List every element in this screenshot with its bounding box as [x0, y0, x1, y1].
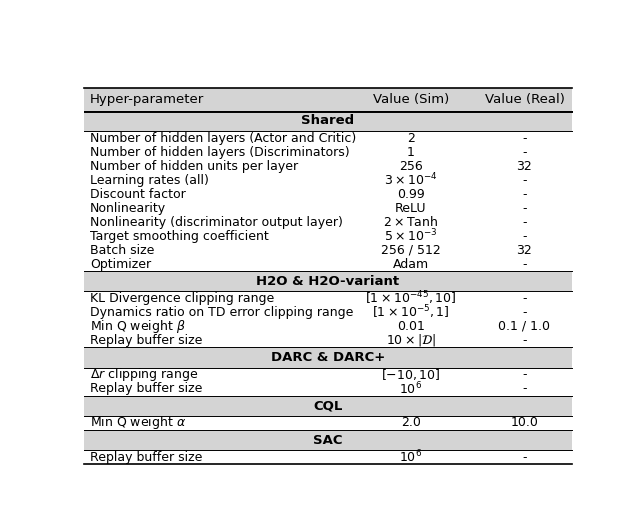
Text: Nonlinearity (discriminator output layer): Nonlinearity (discriminator output layer…: [90, 216, 343, 229]
Bar: [84, 382, 572, 396]
Text: Number of hidden layers (Discriminators): Number of hidden layers (Discriminators): [90, 145, 349, 159]
Bar: [84, 187, 572, 201]
Bar: [84, 319, 572, 333]
Bar: [84, 243, 572, 257]
Bar: [84, 450, 572, 464]
Text: Min Q weight $\beta$: Min Q weight $\beta$: [90, 318, 186, 335]
Text: 256: 256: [399, 160, 423, 172]
Text: -: -: [522, 188, 527, 201]
Bar: [84, 271, 572, 291]
Text: Replay buffer size: Replay buffer size: [90, 451, 202, 464]
Text: $2\times$Tanh: $2\times$Tanh: [383, 215, 438, 229]
Text: $5 \times 10^{-3}$: $5 \times 10^{-3}$: [384, 228, 438, 245]
Text: -: -: [522, 173, 527, 187]
Bar: [84, 229, 572, 243]
Text: -: -: [522, 230, 527, 242]
Text: Min Q weight $\alpha$: Min Q weight $\alpha$: [90, 414, 186, 432]
Text: 0.01: 0.01: [397, 320, 425, 333]
Bar: [84, 201, 572, 215]
Bar: [84, 368, 572, 382]
Text: $10^6$: $10^6$: [399, 380, 422, 397]
Bar: [84, 396, 572, 416]
Text: $[1 \times 10^{-45}, 10]$: $[1 \times 10^{-45}, 10]$: [365, 289, 456, 307]
Text: $10^6$: $10^6$: [399, 449, 422, 465]
Text: Replay buffer size: Replay buffer size: [90, 334, 202, 347]
Text: -: -: [522, 216, 527, 229]
Text: H2O & H2O-variant: H2O & H2O-variant: [257, 275, 399, 288]
Bar: [84, 173, 572, 187]
Text: ReLU: ReLU: [396, 201, 427, 214]
Text: DARC & DARC+: DARC & DARC+: [271, 351, 385, 364]
Text: Nonlinearity: Nonlinearity: [90, 201, 166, 214]
Text: $[-10, 10]$: $[-10, 10]$: [381, 367, 441, 382]
Bar: [84, 333, 572, 347]
Text: -: -: [522, 292, 527, 305]
Bar: [84, 111, 572, 131]
Text: 32: 32: [516, 243, 532, 257]
Text: -: -: [522, 368, 527, 381]
Text: 10.0: 10.0: [511, 416, 538, 430]
Bar: [84, 89, 572, 111]
Text: 32: 32: [516, 160, 532, 172]
Text: $3 \times 10^{-4}$: $3 \times 10^{-4}$: [384, 172, 438, 188]
Text: -: -: [522, 258, 527, 270]
Text: -: -: [522, 201, 527, 214]
Bar: [84, 159, 572, 173]
Text: Dynamics ratio on TD error clipping range: Dynamics ratio on TD error clipping rang…: [90, 306, 353, 319]
Bar: [84, 215, 572, 229]
Text: Learning rates (all): Learning rates (all): [90, 173, 209, 187]
Text: $\Delta r$ clipping range: $\Delta r$ clipping range: [90, 366, 198, 383]
Bar: [84, 305, 572, 319]
Text: Value (Sim): Value (Sim): [373, 93, 449, 106]
Text: Optimizer: Optimizer: [90, 258, 151, 270]
Text: Number of hidden layers (Actor and Critic): Number of hidden layers (Actor and Criti…: [90, 132, 356, 144]
Bar: [84, 416, 572, 430]
Text: Shared: Shared: [301, 114, 355, 128]
Bar: [84, 430, 572, 450]
Text: Replay buffer size: Replay buffer size: [90, 382, 202, 395]
Text: Value (Real): Value (Real): [484, 93, 564, 106]
Text: -: -: [522, 132, 527, 144]
Bar: [84, 257, 572, 271]
Text: Number of hidden units per layer: Number of hidden units per layer: [90, 160, 298, 172]
Text: 2.0: 2.0: [401, 416, 421, 430]
Text: -: -: [522, 306, 527, 319]
Text: -: -: [522, 145, 527, 159]
Text: $10 \times |\mathcal{D}|$: $10 \times |\mathcal{D}|$: [386, 333, 436, 348]
Text: -: -: [522, 451, 527, 464]
Text: CQL: CQL: [314, 399, 342, 412]
Text: SAC: SAC: [313, 434, 343, 446]
Text: $[1 \times 10^{-5}, 1]$: $[1 \times 10^{-5}, 1]$: [372, 304, 450, 321]
Text: Target smoothing coefficient: Target smoothing coefficient: [90, 230, 269, 242]
Text: Discount factor: Discount factor: [90, 188, 186, 201]
Text: -: -: [522, 382, 527, 395]
Bar: [84, 131, 572, 145]
Text: Batch size: Batch size: [90, 243, 154, 257]
Bar: [84, 145, 572, 159]
Text: Adam: Adam: [393, 258, 429, 270]
Text: KL Divergence clipping range: KL Divergence clipping range: [90, 292, 274, 305]
Text: 2: 2: [407, 132, 415, 144]
Text: -: -: [522, 334, 527, 347]
Text: 0.99: 0.99: [397, 188, 425, 201]
Bar: [84, 291, 572, 305]
Text: 1: 1: [407, 145, 415, 159]
Text: Hyper-parameter: Hyper-parameter: [90, 93, 204, 106]
Bar: [84, 347, 572, 368]
Text: 0.1 / 1.0: 0.1 / 1.0: [499, 320, 550, 333]
Text: 256 / 512: 256 / 512: [381, 243, 441, 257]
